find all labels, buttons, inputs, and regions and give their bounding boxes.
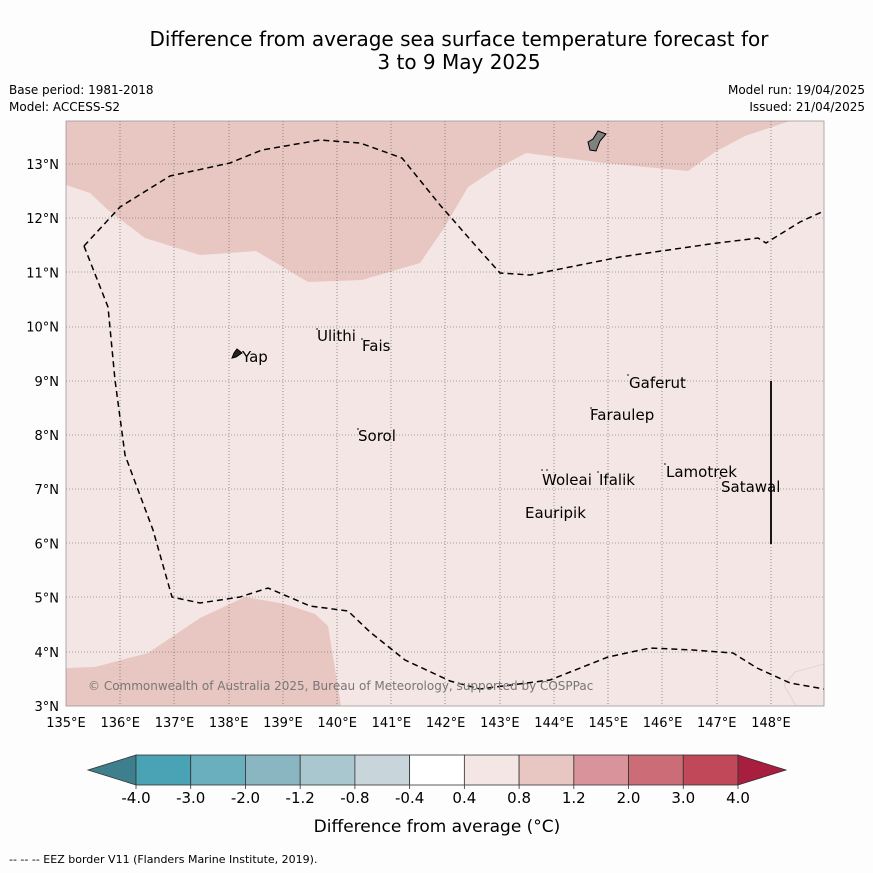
colorbar-tick-label: -1.2: [286, 789, 315, 807]
copyright-notice: © Commonwealth of Australia 2025, Bureau…: [88, 679, 593, 693]
title-line-2: 3 to 9 May 2025: [377, 50, 541, 74]
label-faraulep: Faraulep: [590, 406, 654, 424]
lat-label: 3°N: [35, 700, 60, 715]
map-plot: Yap Ulithi Fais Sorol Gaferut Faraulep W…: [65, 120, 825, 707]
lat-label: 13°N: [26, 158, 59, 173]
label-lamotrek: Lamotrek: [666, 463, 737, 481]
lat-label: 5°N: [35, 592, 60, 607]
longitude-axis: 135°E 136°E 137°E 138°E 139°E 140°E 141°E 142°E…: [46, 716, 791, 731]
lon-label: 136°E: [100, 716, 140, 731]
colorbar-tick-label: 1.2: [562, 789, 586, 807]
lat-label: 10°N: [26, 321, 59, 336]
colorbar-label: Difference from average (°C): [314, 817, 561, 837]
lon-label: 142°E: [426, 716, 466, 731]
lat-label: 6°N: [35, 537, 60, 552]
colorbar-tick-label: 0.4: [452, 789, 476, 807]
colorbar-tick-label: 0.8: [507, 789, 531, 807]
lat-label: 4°N: [35, 646, 60, 661]
lat-label: 12°N: [26, 212, 59, 227]
label-fais: Fais: [362, 337, 391, 355]
model-run: Model run: 19/04/2025: [727, 83, 865, 97]
colorbar-tick-label: 4.0: [726, 789, 750, 807]
label-yap: Yap: [241, 348, 268, 366]
guam-island: [587, 130, 607, 152]
footer-eez-note: -- -- -- EEZ border V11 (Flanders Marine…: [9, 853, 318, 866]
yap-island: [231, 348, 243, 359]
colorbar-segment: [518, 754, 575, 786]
colorbar-segment: [463, 754, 520, 786]
issued-date: Issued: 21/04/2025: [749, 100, 865, 114]
label-sorol: Sorol: [358, 427, 396, 445]
label-woleai: Woleai: [542, 471, 592, 489]
map-frame: [65, 120, 825, 707]
lon-label: 147°E: [697, 716, 737, 731]
lon-label: 137°E: [155, 716, 195, 731]
lon-label: 145°E: [589, 716, 629, 731]
label-gaferut: Gaferut: [629, 374, 686, 392]
label-ulithi: Ulithi: [317, 327, 356, 345]
colorbar: [86, 754, 788, 786]
lon-label: 140°E: [317, 716, 357, 731]
colorbar-tick-label: -0.8: [340, 789, 369, 807]
colorbar-tick-label: -4.0: [121, 789, 150, 807]
lat-label: 11°N: [26, 266, 59, 281]
colorbar-segment: [682, 754, 739, 786]
colorbar-segment: [190, 754, 246, 786]
colorbar-segment: [409, 754, 465, 786]
lat-label: 7°N: [35, 483, 60, 498]
label-ifalik: Ifalik: [599, 471, 635, 489]
lat-label: 9°N: [35, 375, 60, 390]
lon-label: 144°E: [534, 716, 574, 731]
colorbar-tick-label: -2.0: [231, 789, 260, 807]
colorbar-tick-label: 3.0: [671, 789, 695, 807]
lon-label: 148°E: [751, 716, 791, 731]
atoll-dots: [316, 328, 721, 479]
warm-anomaly-south: [66, 597, 341, 706]
eez-border: [83, 139, 825, 690]
meta-left: Base period: 1981-2018 Model: ACCESS-S2: [9, 82, 154, 116]
lat-label: 8°N: [35, 429, 60, 444]
lon-label: 139°E: [263, 716, 303, 731]
colorbar-ticks: -4.0 -3.0 -2.0 -1.2 -0.8 -0.4 0.4 0.8 1.2 2.0 3.0 4…: [121, 785, 750, 807]
colorbar-segment: [299, 754, 356, 786]
colorbar-tick-label: -0.4: [395, 789, 424, 807]
model-name: Model: ACCESS-S2: [9, 100, 121, 114]
colorbar-extend-high: [737, 754, 788, 786]
lon-label: 135°E: [46, 716, 86, 731]
gridlines: [66, 121, 824, 706]
colorbar-segment: [573, 754, 629, 786]
place-labels: Yap Ulithi Fais Sorol Gaferut Faraulep W…: [241, 327, 780, 522]
meta-right: Model run: 19/04/2025 Issued: 21/04/2025: [728, 82, 865, 116]
label-eauripik: Eauripik: [525, 504, 586, 522]
title-line-1: Difference from average sea surface temp…: [149, 27, 769, 51]
base-period: Base period: 1981-2018: [9, 83, 154, 97]
latitude-axis: 13°N 12°N 11°N 10°N 9°N 8°N 7°N 6°N 5°N 4°N 3°N: [26, 158, 59, 715]
lon-label: 146°E: [643, 716, 683, 731]
colorbar-segment: [628, 754, 684, 786]
lon-label: 143°E: [480, 716, 520, 731]
lon-label: 141°E: [372, 716, 412, 731]
colorbar-extend-low: [86, 754, 137, 786]
colorbar-segment: [354, 754, 411, 786]
map-title: Difference from average sea surface temp…: [40, 28, 873, 74]
colorbar-tick-label: 2.0: [617, 789, 641, 807]
colorbar-segment: [245, 754, 301, 786]
lon-label: 138°E: [209, 716, 249, 731]
label-satawal: Satawal: [721, 478, 780, 496]
colorbar-tick-label: -3.0: [176, 789, 205, 807]
warm-anomaly-north: [66, 121, 790, 282]
colorbar-segment: [135, 754, 192, 786]
